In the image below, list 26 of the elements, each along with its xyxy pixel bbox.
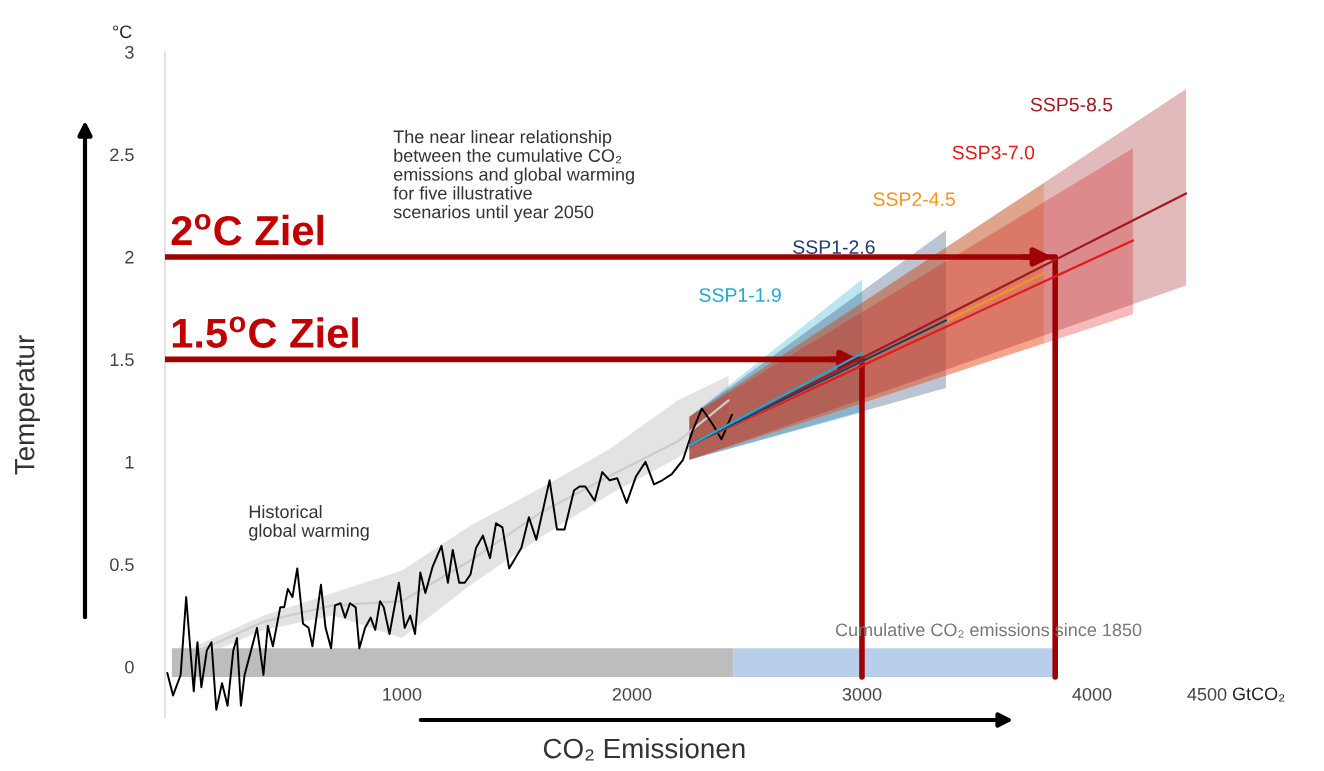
annotation: 1.5$^{o}$C Ziel xyxy=(172,316,358,348)
y-tick-label: 1.5 xyxy=(110,353,134,367)
y-tick-label: 2.5 xyxy=(110,148,134,162)
annotation: Historical global warming xyxy=(249,504,369,541)
y-tick-label: 0.5 xyxy=(110,558,134,572)
text: SSP1-1.9 xyxy=(699,288,781,302)
annotation: The near linear relationship between the cumulative CO₂ emissions and global warming for five illustrative scenarios until year 2050 xyxy=(393,129,634,222)
x-tick-label: 2000 xyxy=(612,687,652,701)
x-tick-label: 4000 xyxy=(1072,687,1112,701)
y-tick-label: 1 xyxy=(125,455,134,469)
x-axis-title: CO₂ Emissionen xyxy=(543,737,745,761)
y-axis-title: Temperatur xyxy=(15,335,40,475)
x-tick-label: 3000 xyxy=(842,687,882,701)
text: SSP3-7.0 xyxy=(952,145,1035,160)
y-tick-label: 3 xyxy=(125,45,134,59)
x-tick-label: 1000 xyxy=(383,687,422,701)
y-tick-label: 2 xyxy=(125,250,134,264)
x-tick-label: 4500 xyxy=(1187,687,1227,701)
text: SSP1-2.6 xyxy=(793,240,875,254)
text: SSP5-8.5 xyxy=(1030,97,1113,112)
text: °C xyxy=(113,25,132,39)
annotation: 2$^{o}$C Ziel xyxy=(171,213,324,246)
text: SSP2-4.5 xyxy=(873,192,955,207)
line-series xyxy=(166,407,733,711)
text: GtCO₂ xyxy=(1232,687,1285,702)
y-tick-label: 0 xyxy=(125,660,134,674)
